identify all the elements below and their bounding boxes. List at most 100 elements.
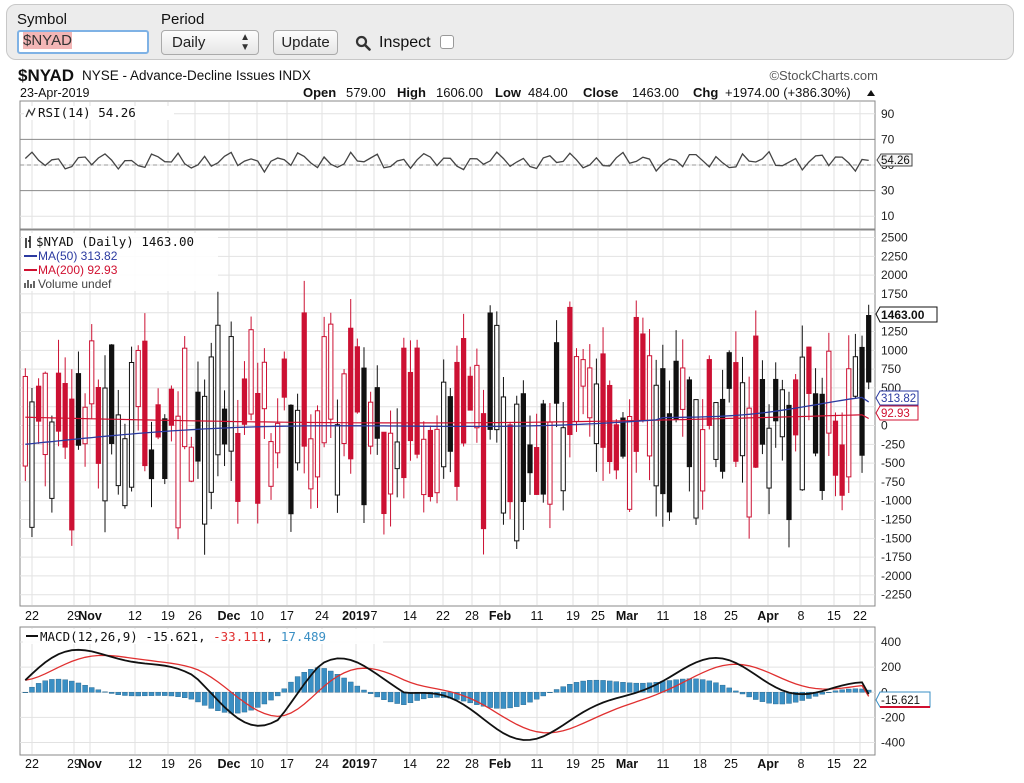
candle-body — [666, 413, 673, 513]
macd-hist-bar — [480, 692, 487, 707]
price-tick-label: 500 — [881, 381, 901, 395]
x-axis-label: 26 — [188, 757, 202, 771]
candle-body — [680, 367, 686, 410]
x-axis-label: Apr — [757, 757, 779, 771]
rsi-tick-label: 50 — [881, 158, 895, 172]
macd-hist-bar — [162, 692, 168, 696]
candle-body — [739, 382, 746, 457]
macd-tick-label: -400 — [881, 735, 905, 749]
candle-body — [447, 396, 453, 452]
x-axis-label: 22 — [853, 757, 867, 771]
candle-body — [82, 406, 88, 445]
macd-hist-bar — [460, 692, 467, 702]
candle-body — [281, 358, 287, 398]
x-axis-label: Feb — [489, 609, 512, 623]
candle-body — [866, 315, 872, 383]
macd-hist-bar — [255, 692, 261, 708]
candle-body — [693, 399, 699, 519]
macd-hist-bar — [288, 681, 294, 693]
candle-body — [301, 312, 307, 447]
macd-hist-bar — [354, 685, 361, 693]
x-axis-label: 19 — [566, 757, 580, 771]
macd-hist-bar — [633, 682, 639, 693]
x-axis-label: 25 — [724, 757, 738, 771]
high-value: 1606.00 — [436, 85, 483, 100]
ma200-badge-text: 92.93 — [881, 408, 910, 420]
macd-hist-bar — [341, 677, 347, 693]
macd-hist-bar — [381, 692, 387, 700]
x-axis-label: 18 — [693, 757, 707, 771]
volume-icon — [24, 280, 35, 288]
price-tick-label: -500 — [881, 456, 905, 470]
macd-hist-bar — [148, 692, 155, 696]
candle-body — [387, 432, 394, 495]
candle-body — [719, 398, 726, 472]
period-select[interactable]: Daily ▲ ▼ — [161, 30, 259, 55]
candle-body — [268, 441, 274, 487]
macd-hist-bar — [168, 692, 175, 697]
candle-body — [29, 401, 35, 528]
select-arrows-icon: ▲ ▼ — [240, 32, 250, 53]
macd-hist-bar — [367, 692, 374, 694]
candle-body — [467, 375, 473, 411]
macd-hist-bar — [188, 692, 195, 700]
inspect-checkbox[interactable] — [440, 35, 454, 49]
candle-body — [235, 432, 241, 502]
macd-hist-bar — [613, 681, 620, 693]
macd-legend-text: MACD(12,26,9) -15.621, -33.111, 17.489 — [40, 629, 326, 644]
macd-hist-bar — [308, 669, 314, 693]
x-axis-label: 19 — [161, 609, 175, 623]
macd-hist-bar — [839, 689, 845, 693]
candle-body — [799, 356, 805, 491]
macd-line — [24, 648, 870, 741]
candle-body — [514, 403, 520, 542]
candle-body — [201, 395, 208, 525]
macd-hist-bar — [607, 680, 613, 693]
x-axis-label: 17 — [280, 609, 294, 623]
x-axis-label: Dec — [218, 609, 241, 623]
x-axis-label: 22 — [853, 609, 867, 623]
rsi-line — [24, 150, 869, 174]
macd-hist-bar — [806, 692, 812, 699]
x-axis-label: 8 — [798, 757, 805, 771]
candle-body — [321, 336, 327, 444]
macd-hist-bar — [321, 668, 327, 693]
candle-body — [361, 367, 367, 506]
candle-body — [454, 361, 460, 487]
candle-body — [733, 362, 739, 462]
macd-hist-bar — [454, 692, 460, 700]
update-button[interactable]: Update — [273, 30, 338, 55]
candle-body — [334, 424, 341, 496]
price-tick-label: -250 — [881, 437, 905, 451]
candle-body — [381, 431, 387, 515]
macd-hist-bar — [527, 692, 533, 703]
magnifier-icon — [355, 35, 371, 51]
low-label: Low — [495, 85, 522, 100]
ma50-legend: MA(50) 313.82 — [38, 249, 118, 263]
price-layer — [22, 280, 872, 555]
macd-hist-bar — [221, 692, 228, 713]
macd-hist-bar — [135, 692, 141, 697]
macd-hist-bar — [201, 692, 208, 706]
macd-hist-bar — [281, 688, 287, 693]
candle-body — [427, 429, 434, 498]
candle-body — [560, 427, 566, 492]
period-label: Period — [161, 11, 205, 28]
macd-hist-bar — [507, 692, 513, 709]
macd-hist-bar — [832, 690, 839, 693]
macd-hist-bar — [128, 692, 135, 697]
macd-layer — [22, 648, 872, 741]
candle-body — [593, 383, 600, 445]
x-axis-label: 11 — [657, 609, 670, 623]
candle-body — [22, 375, 28, 467]
symbol-input[interactable]: $NYAD — [17, 30, 149, 54]
candle-body — [109, 344, 115, 444]
candle-body — [407, 371, 414, 442]
open-label: Open — [303, 85, 336, 100]
ma200-line — [25, 414, 869, 424]
macd-hist-bar — [182, 692, 188, 698]
price-tick-label: 2000 — [881, 268, 908, 282]
candle-body — [580, 359, 586, 387]
candle-body — [328, 323, 334, 420]
x-axis-label: 8 — [798, 609, 805, 623]
